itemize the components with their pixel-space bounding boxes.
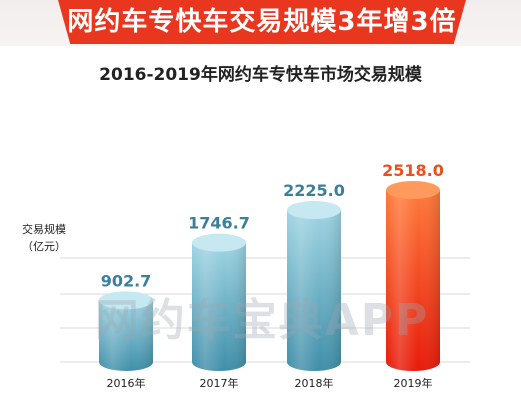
data-label: 1746.7 xyxy=(188,214,250,233)
bar-top xyxy=(386,181,440,199)
bar-top xyxy=(192,233,246,252)
x-tick-label: 2018年 xyxy=(295,376,334,390)
bar-2018年 xyxy=(287,201,341,371)
x-tick-label: 2019年 xyxy=(394,376,433,390)
data-label: 2225.0 xyxy=(283,181,345,200)
bar-shading xyxy=(192,242,246,371)
bar-top xyxy=(287,201,341,220)
bar-shading xyxy=(386,190,440,371)
y-axis-label-line2: （亿元） xyxy=(22,240,66,253)
bar-2016年 xyxy=(99,291,153,371)
watermark: 网约车宝典APP xyxy=(95,295,430,346)
x-tick-label: 2016年 xyxy=(107,376,146,390)
header-banner: 网约车专快车交易规模3年增3倍 xyxy=(0,0,521,46)
data-label: 2518.0 xyxy=(382,161,444,180)
y-axis-label-line1: 交易规模 xyxy=(22,223,66,236)
bar-shading xyxy=(287,210,341,371)
x-tick-label: 2017年 xyxy=(200,376,239,390)
bar-shading xyxy=(99,300,153,371)
banner-ribbon xyxy=(58,0,466,44)
data-label: 902.7 xyxy=(101,271,152,290)
y-axis-label: 交易规模 （亿元） xyxy=(22,221,66,255)
chart-title: 2016-2019年网约车专快车市场交易规模 xyxy=(99,65,422,85)
banner-title: 网约车专快车交易规模3年增3倍 xyxy=(67,7,457,37)
bar-top xyxy=(99,291,153,310)
bar-2017年 xyxy=(192,233,246,371)
bar-2019年 xyxy=(386,181,440,371)
